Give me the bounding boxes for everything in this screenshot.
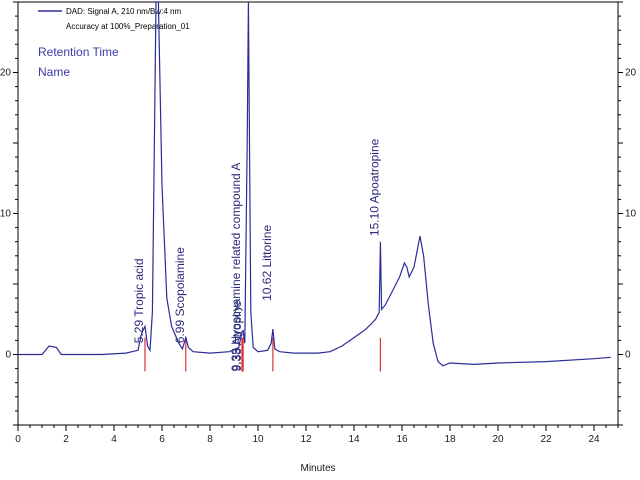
peak-labels: 5.29 Tropic acid 6.99 Scopolamine 9.33 Hyo… xyxy=(132,138,381,371)
x-tick-label: 24 xyxy=(588,434,600,445)
x-tick-label: 12 xyxy=(300,434,312,445)
x-tick-label: 18 xyxy=(444,434,456,445)
chromatogram-trace xyxy=(18,1,611,367)
x-tick-label: 4 xyxy=(111,434,117,445)
x-tick-label: 22 xyxy=(540,434,552,445)
label-field-retention-time: Retention Time xyxy=(38,45,119,59)
y-tick-label-right: 10 xyxy=(625,209,637,220)
x-axis-label: Minutes xyxy=(300,463,335,474)
label-field-name: Name xyxy=(38,65,70,79)
x-tick-label: 10 xyxy=(252,434,264,445)
y-tick-label-right: 0 xyxy=(625,350,631,361)
x-tick-label: 20 xyxy=(492,434,504,445)
peak-label: 15.10 Apoatropine xyxy=(367,138,381,236)
peak-label: 10.62 Littorine xyxy=(260,225,274,301)
x-tick-label: 16 xyxy=(396,434,408,445)
peak-label: 9.33 Hyoscyamine related compound A xyxy=(229,163,243,372)
x-tick-label: 0 xyxy=(15,434,21,445)
y-tick-label-left: 10 xyxy=(0,209,11,220)
y-tick-label-left: 0 xyxy=(5,350,11,361)
legend-signal: DAD: Signal A, 210 nm/Bw:4 nm xyxy=(66,7,182,16)
peak-label: 6.99 Scopolamine xyxy=(173,247,187,343)
x-tick-label: 2 xyxy=(63,434,69,445)
x-tick-label: 8 xyxy=(207,434,213,445)
legend: DAD: Signal A, 210 nm/Bw:4 nm Accuracy a… xyxy=(38,7,190,79)
y-tick-label-left: 20 xyxy=(0,68,11,79)
x-tick-label: 14 xyxy=(348,434,360,445)
y-tick-label-right: 20 xyxy=(625,68,637,79)
legend-sample: Accuracy at 100%_Preparation_01 xyxy=(66,22,190,31)
peak-markers xyxy=(144,337,381,372)
peak-label: 9.38 Atropine xyxy=(230,300,244,371)
x-tick-label: 6 xyxy=(159,434,165,445)
peak-label: 5.29 Tropic acid xyxy=(132,258,146,343)
